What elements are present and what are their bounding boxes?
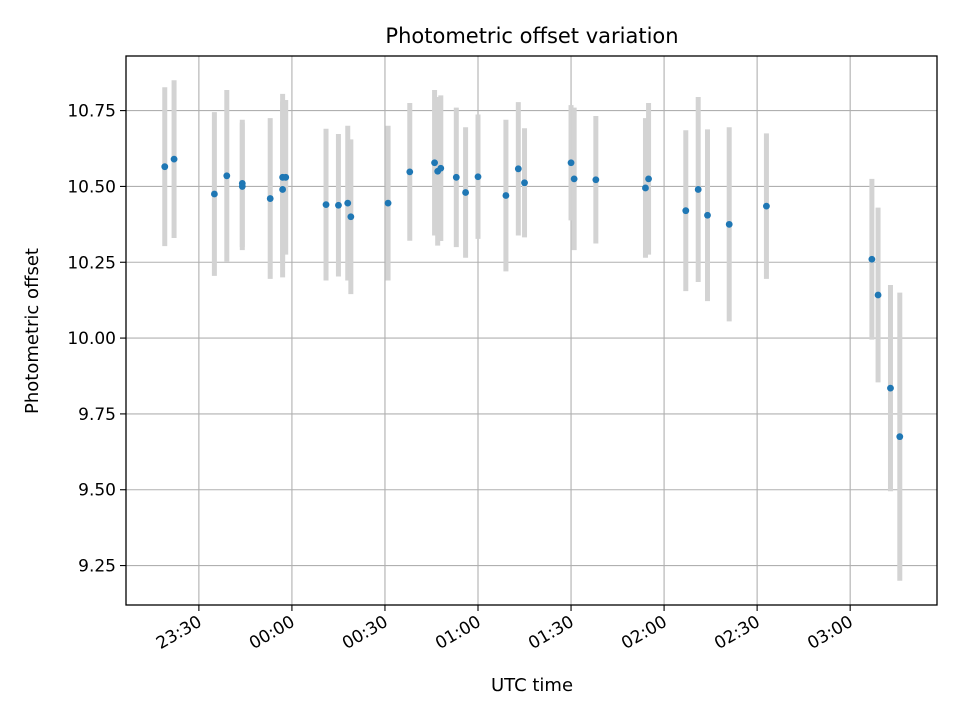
data-point [238,183,246,190]
data-point [322,201,330,209]
plot-frame [125,55,938,606]
data-point [887,384,894,392]
data-point [642,184,649,192]
data-point [347,213,355,221]
data-point [704,211,711,219]
data-point [694,186,702,193]
data-point [763,202,770,210]
data-point [514,165,522,173]
data-point [682,207,690,215]
data-point [437,164,445,172]
y-tick-label: 9.25 [78,557,116,577]
y-tick-label: 10.75 [67,102,116,122]
data-point [266,195,274,202]
data-point [567,159,575,167]
data-point [474,173,482,181]
data-point [431,159,438,167]
data-points [161,155,904,441]
y-tick-label: 10.00 [67,329,116,349]
y-axis-ticks: 9.25 9.50 9.75 10.00 10.25 10.50 10.75 [67,102,126,577]
y-axis-label: Photometric offset [22,248,43,414]
data-point [452,173,460,181]
data-point [170,155,178,163]
data-point [282,173,290,181]
data-point [210,190,218,198]
data-point [896,433,904,441]
data-point [462,189,469,196]
data-point [384,199,392,207]
y-tick-label: 10.25 [67,253,116,273]
data-point [868,255,876,263]
data-point [592,176,600,184]
gridlines [126,56,937,605]
data-point [521,179,528,187]
data-point [335,201,342,209]
chart-title: Photometric offset variation [385,24,678,48]
data-point [406,168,414,176]
data-point [502,192,510,199]
y-tick-label: 9.50 [78,481,116,501]
x-axis-label: UTC time [491,675,573,696]
data-point [725,220,733,228]
data-point [570,175,578,183]
data-point [223,172,231,180]
data-point [874,291,882,299]
y-tick-label: 9.75 [78,405,116,425]
data-point [645,175,652,183]
data-point [161,163,169,171]
data-point [344,199,352,207]
y-tick-label: 10.50 [67,177,116,197]
data-point [279,186,287,193]
